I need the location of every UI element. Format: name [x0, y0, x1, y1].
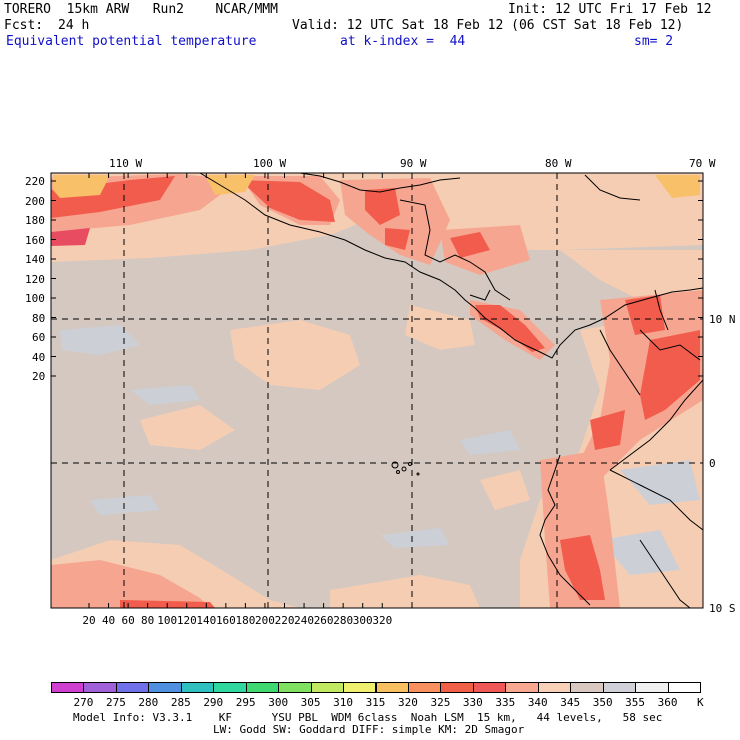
y-tick-label: 60	[32, 331, 46, 344]
y-tick-label: 40	[32, 350, 46, 364]
colorbar-label: 285	[170, 696, 191, 709]
colorbar-swatch	[537, 682, 572, 693]
field-strip-west	[51, 228, 90, 246]
init-time: Init: 12 UTC Fri 17 Feb 12	[508, 2, 712, 17]
lon-label-70w: 70 W	[689, 157, 716, 170]
colorbar-label: 320	[398, 696, 418, 709]
colorbar-swatch	[278, 682, 312, 693]
colorbar-label: 275	[105, 696, 126, 709]
model-info-line1: Model Info: V3.3.1 KF YSU PBL WDM 6class…	[73, 711, 663, 724]
colorbar-swatch	[472, 682, 507, 693]
colorbar-swatch	[310, 682, 345, 693]
field-320k-patches	[53, 175, 700, 198]
colorbar-swatch	[440, 682, 474, 693]
forecast-hours: 24 h	[58, 18, 90, 33]
colorbar-swatch	[407, 682, 442, 693]
field-name: Equivalent potential temperature	[6, 34, 257, 49]
x-tick-label: 260	[313, 614, 334, 627]
level-index: at k-index = 44	[340, 34, 466, 49]
colorbar-label: 335	[495, 696, 516, 709]
colorbar-label: 280	[138, 696, 159, 709]
colorbar-swatch	[148, 682, 182, 693]
x-tick-label: 200	[255, 614, 275, 627]
x-tick-label: 300	[352, 614, 373, 627]
colorbar-label: 295	[235, 696, 256, 709]
colorbar-label: 310	[333, 696, 353, 709]
smoothing-value: sm= 2	[634, 34, 674, 49]
x-tick-label: 160	[215, 614, 236, 627]
lon-label-110w: 110 W	[109, 157, 143, 170]
galapagos-islands	[391, 461, 420, 476]
colorbar-label: 330	[462, 696, 483, 709]
forecast-label: Fcst:	[4, 18, 44, 33]
field-330k-cores	[51, 176, 700, 608]
x-tick-label: 100	[157, 614, 178, 627]
colorbar-swatch	[635, 682, 669, 693]
x-tick-label: 140	[196, 614, 217, 627]
colorbar-swatch	[667, 682, 701, 693]
colorbar-label: 290	[203, 696, 224, 709]
colorbar-label: 340	[527, 696, 548, 709]
lat-label-10s: 10 S	[709, 602, 736, 615]
x-tick-label: 280	[333, 614, 354, 627]
y-tick-label: 200	[25, 194, 45, 208]
y-tick-label: 220	[25, 175, 45, 188]
lon-label-90w: 90 W	[400, 157, 427, 170]
colorbar-label: 345	[560, 696, 581, 709]
colorbar-swatch	[115, 682, 150, 693]
x-tick-label: 20	[82, 614, 96, 627]
x-tick-label: 60	[121, 614, 135, 627]
colorbar-label: 325	[430, 696, 451, 709]
x-tick-label: 320	[372, 614, 393, 627]
x-tick-label: 120	[176, 614, 197, 627]
colorbar-swatch	[245, 682, 280, 693]
y-tick-label: 100	[25, 292, 45, 305]
field-350k-patches	[60, 325, 700, 575]
lon-label-100w: 100 W	[253, 157, 287, 170]
x-tick-label: 180	[235, 614, 256, 627]
colorbar-label: 315	[365, 696, 386, 709]
x-tick-label: 80	[141, 614, 155, 627]
lat-label-10n: 10 N	[709, 313, 736, 326]
colorbar-swatch	[375, 682, 409, 693]
colorbar-swatch	[343, 682, 377, 693]
colorbar-swatch	[180, 682, 215, 693]
colorbar-swatch	[505, 682, 539, 693]
colorbar-unit: K	[697, 696, 704, 709]
lat-label-equator: 0	[709, 457, 716, 470]
colorbar-label: 300	[268, 696, 289, 709]
colorbar-label: 270	[73, 696, 94, 709]
graticule	[51, 173, 703, 608]
y-tick-label: 180	[25, 214, 45, 227]
colorbar-label: 360	[657, 696, 678, 709]
y-tick-label: 20	[32, 370, 46, 383]
colorbar-swatch	[51, 682, 85, 693]
axis-ticks	[51, 173, 703, 608]
lon-label-80w: 80 W	[545, 157, 572, 170]
model-info-line2: LW: Godd SW: Goddard DIFF: simple KM: 2D…	[213, 723, 525, 736]
y-tick-label: 120	[25, 272, 45, 286]
y-tick-label: 80	[32, 311, 46, 325]
model-title: TORERO 15km ARW Run2 NCAR/MMM	[4, 2, 278, 17]
x-tick-label: 220	[274, 614, 295, 627]
colorbar-swatch	[602, 682, 637, 693]
y-tick-label: 160	[25, 233, 45, 247]
coastlines	[199, 173, 703, 608]
colorbar-swatch	[83, 682, 117, 693]
colorbar-label: 355	[625, 696, 646, 709]
colorbar-swatch	[570, 682, 604, 693]
colorbar-label: 305	[300, 696, 321, 709]
colorbar-swatch	[213, 682, 247, 693]
colorbar-label: 350	[592, 696, 613, 709]
map-frame	[50, 172, 704, 609]
y-tick-label: 140	[25, 253, 45, 266]
valid-time: Valid: 12 UTC Sat 18 Feb 12 (06 CST Sat …	[292, 18, 684, 33]
x-tick-label: 240	[294, 614, 315, 627]
x-tick-label: 40	[101, 614, 116, 627]
